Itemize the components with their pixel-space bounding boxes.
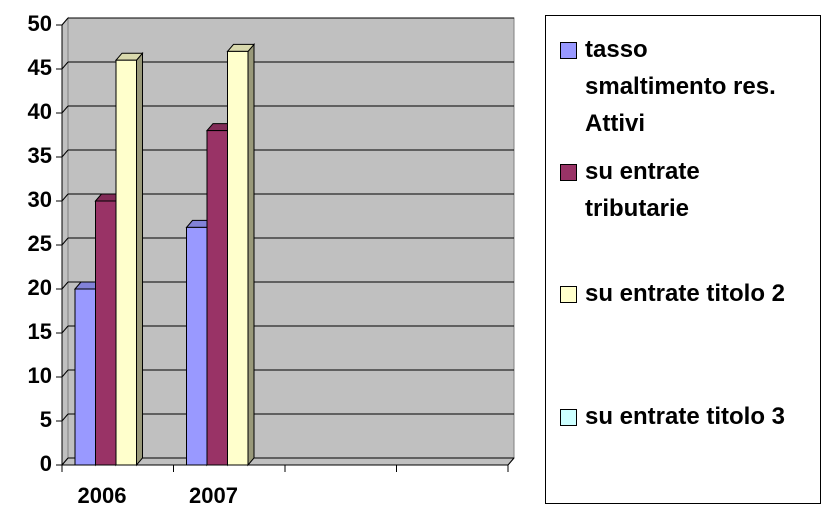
y-tick-label: 15 [28,319,52,344]
grid-line-side [61,325,69,334]
y-tick-label: 35 [28,143,52,168]
y-tick-label: 20 [28,275,52,300]
y-tick-label: 10 [28,363,52,388]
legend-label: tasso smaltimento res. Attivi [585,36,776,137]
y-tick-label: 5 [40,407,52,432]
grid-line-side [61,369,69,378]
bar-side [136,51,143,467]
legend-swatch [560,409,577,426]
legend-label: su entrate titolo 2 [585,280,786,307]
bar-side [247,43,255,467]
y-tick-label: 0 [40,451,52,476]
legend-label: su entrate titolo 3 [585,403,786,430]
legend-swatch [560,42,577,59]
grid-line-side [61,413,69,422]
y-tick-label: 30 [28,187,52,212]
legend: tasso smaltimento res. Attivi su entrate … [545,15,821,504]
grid-line-side [61,149,69,158]
legend-swatch [560,286,577,303]
bar [115,59,137,466]
grid-line-side [61,193,69,202]
legend-label: su entrate tributarie [585,158,700,222]
bar [186,226,208,466]
y-tick-label: 50 [28,11,52,36]
y-tick-label: 45 [28,55,52,80]
grid-line-side [61,17,69,26]
x-tick-label: 2006 [78,483,127,508]
grid-line-side [61,281,69,290]
x-tick-label: 2007 [189,483,238,508]
x-axis-end [507,457,515,466]
bar [95,200,117,466]
plot: 0 5 10 15 20 25 30 35 40 45 50 2006 2007 [28,11,516,508]
legend-swatch [560,164,577,181]
grid-line-side [61,61,69,70]
y-tick-label: 40 [28,99,52,124]
bar [206,130,228,466]
y-tick-label: 25 [28,231,52,256]
grid-line-side [61,105,69,114]
bar [227,50,249,466]
grid-line-side [61,237,69,246]
bar [74,288,96,466]
grid-line-side [61,457,69,466]
